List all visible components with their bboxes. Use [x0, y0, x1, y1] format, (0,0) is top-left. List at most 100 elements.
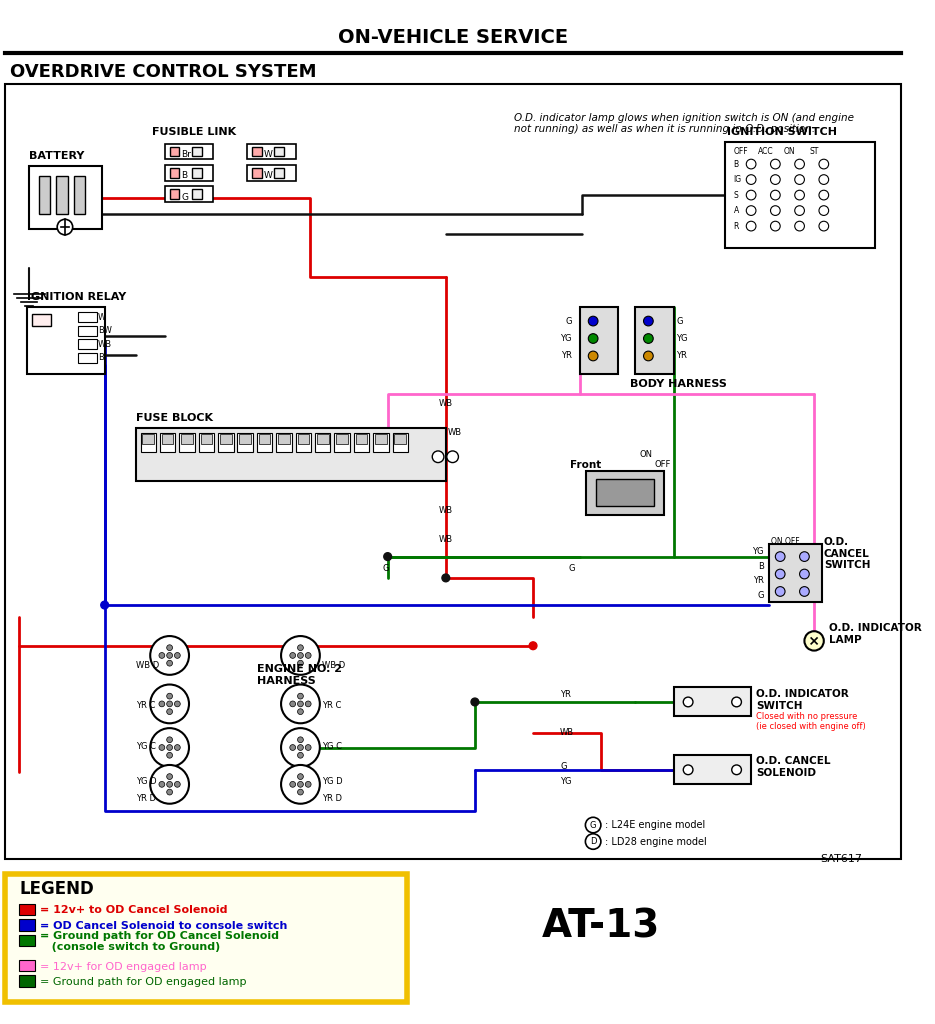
Bar [20, 935, 35, 946]
Circle shape [297, 660, 303, 666]
Text: O.D.
CANCEL
SWITCH: O.D. CANCEL SWITCH [824, 537, 870, 570]
Circle shape [770, 159, 780, 169]
Text: (ie closed with engine off): (ie closed with engine off) [756, 722, 866, 731]
Text: LEGEND: LEGEND [20, 880, 94, 898]
Circle shape [819, 221, 828, 231]
Text: WB: WB [439, 506, 453, 515]
Circle shape [770, 175, 780, 184]
Text: YR C: YR C [136, 701, 155, 711]
Text: YG C: YG C [322, 742, 342, 751]
Bar [192, 146, 202, 157]
Text: BW: BW [98, 327, 112, 335]
Circle shape [306, 701, 311, 707]
Text: FUSIBLE LINK: FUSIBLE LINK [151, 127, 236, 137]
Bar [596, 479, 654, 506]
Bar [192, 189, 202, 199]
Text: Br: Br [181, 150, 191, 159]
Circle shape [166, 701, 173, 707]
Bar [247, 165, 295, 180]
Circle shape [151, 636, 189, 675]
Circle shape [166, 660, 173, 666]
Text: IGNITION SWITCH: IGNITION SWITCH [726, 127, 837, 137]
Circle shape [643, 316, 654, 326]
Bar [257, 432, 272, 452]
Circle shape [175, 744, 180, 751]
Circle shape [290, 744, 295, 751]
Text: YG: YG [677, 334, 688, 343]
Circle shape [746, 221, 756, 231]
Text: D: D [590, 837, 597, 846]
Text: OVERDRIVE CONTROL SYSTEM: OVERDRIVE CONTROL SYSTEM [9, 63, 316, 81]
Circle shape [151, 684, 189, 723]
Text: O.D. CANCEL
SOLENOID: O.D. CANCEL SOLENOID [756, 756, 830, 777]
Circle shape [297, 645, 303, 650]
Text: W: W [98, 312, 107, 322]
Circle shape [643, 351, 654, 360]
Circle shape [819, 206, 828, 215]
Circle shape [281, 636, 320, 675]
Circle shape [799, 552, 810, 561]
Bar [220, 434, 232, 444]
Bar [136, 428, 446, 481]
Text: YG C: YG C [136, 742, 156, 751]
Bar [252, 168, 262, 177]
Bar [162, 434, 174, 444]
Circle shape [297, 744, 303, 751]
Circle shape [281, 684, 320, 723]
Text: = OD Cancel Solenoid to console switch: = OD Cancel Solenoid to console switch [39, 921, 287, 931]
Circle shape [795, 221, 804, 231]
Text: W: W [264, 171, 272, 180]
Circle shape [151, 728, 189, 767]
Bar [395, 434, 406, 444]
Circle shape [746, 190, 756, 200]
Circle shape [297, 693, 303, 699]
Bar [20, 959, 35, 972]
Circle shape [166, 652, 173, 658]
Bar [181, 434, 193, 444]
Bar [337, 434, 348, 444]
Circle shape [297, 709, 303, 715]
Circle shape [383, 553, 392, 560]
Text: IGNITION RELAY: IGNITION RELAY [27, 292, 126, 302]
Circle shape [795, 159, 804, 169]
Text: O.D. INDICATOR
LAMP: O.D. INDICATOR LAMP [828, 624, 921, 645]
Text: R: R [734, 221, 739, 230]
Circle shape [588, 334, 598, 343]
Circle shape [166, 737, 173, 742]
Bar [198, 432, 214, 452]
Circle shape [746, 159, 756, 169]
Text: B: B [734, 160, 739, 169]
Text: BODY HARNESS: BODY HARNESS [630, 379, 726, 389]
Text: A: A [734, 206, 739, 215]
Circle shape [795, 190, 804, 200]
Bar [165, 186, 213, 202]
Bar [247, 143, 295, 159]
Text: G: G [181, 193, 188, 202]
Circle shape [297, 701, 303, 707]
Circle shape [159, 744, 165, 751]
Text: G: G [560, 763, 567, 771]
Circle shape [166, 781, 173, 787]
Text: YR: YR [753, 577, 764, 586]
Bar [5, 873, 407, 1002]
Bar [353, 432, 369, 452]
Circle shape [529, 642, 537, 649]
Text: WB: WB [560, 728, 574, 737]
Bar [38, 176, 50, 214]
Circle shape [166, 790, 173, 795]
Circle shape [588, 316, 598, 326]
Text: WB: WB [439, 535, 453, 544]
Bar [725, 141, 875, 249]
Circle shape [297, 781, 303, 787]
Bar [160, 432, 176, 452]
Bar [586, 471, 664, 515]
Circle shape [732, 697, 741, 707]
Text: WB D: WB D [322, 660, 345, 670]
Text: YR: YR [561, 351, 572, 360]
Bar [201, 434, 212, 444]
Text: BATTERY: BATTERY [29, 152, 84, 162]
Text: SAT617: SAT617 [821, 854, 863, 864]
Circle shape [159, 701, 165, 707]
Circle shape [819, 190, 828, 200]
Text: Front: Front [569, 460, 601, 470]
